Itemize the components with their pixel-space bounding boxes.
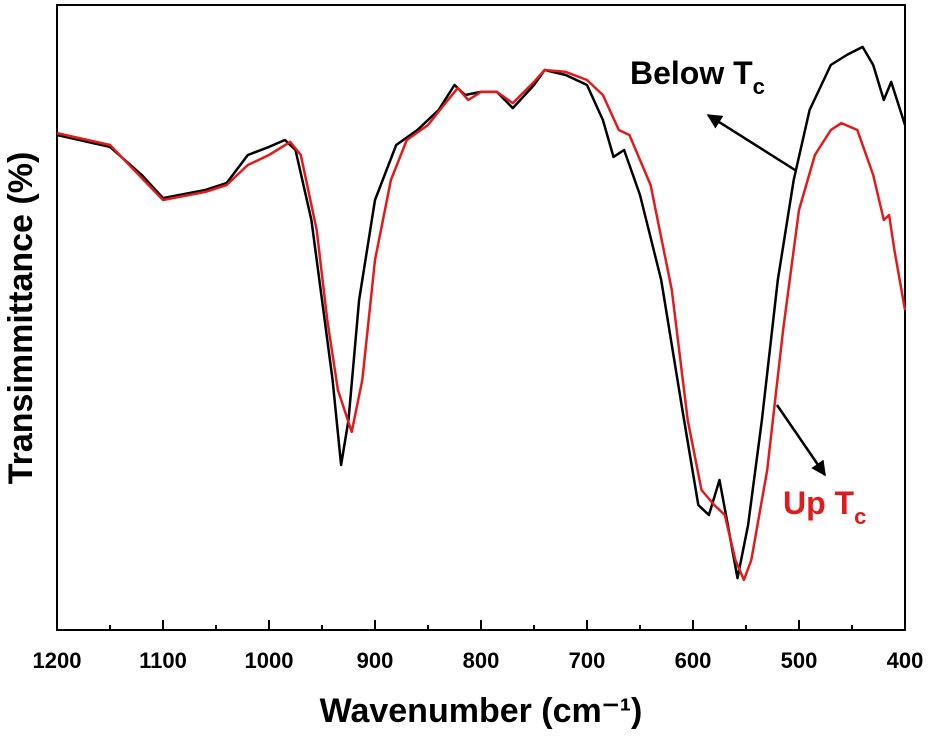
x-tick-label: 1100 bbox=[139, 648, 187, 673]
x-tick-label: 1000 bbox=[245, 648, 294, 673]
y-axis-label: Transimmittance (%) bbox=[2, 152, 40, 485]
arrow bbox=[706, 113, 796, 172]
annotation-subscript: c bbox=[753, 74, 765, 99]
x-tick-label: 1200 bbox=[33, 648, 82, 673]
annotation: Below Tc bbox=[630, 55, 765, 99]
annotation-text: Below T bbox=[630, 55, 753, 91]
x-tick-label: 700 bbox=[569, 648, 606, 673]
plot-frame bbox=[56, 4, 906, 631]
x-tick-label: 400 bbox=[887, 648, 924, 673]
x-tick-label: 600 bbox=[675, 648, 712, 673]
x-axis-label: Wavenumber (cm⁻¹) bbox=[320, 692, 643, 730]
annotation: Up Tc bbox=[783, 485, 866, 529]
series-line bbox=[56, 45, 907, 580]
arrow bbox=[775, 404, 827, 477]
x-tick-label: 900 bbox=[357, 648, 394, 673]
annotation-subscript: c bbox=[854, 504, 866, 529]
x-tick-label: 800 bbox=[463, 648, 500, 673]
series-line bbox=[56, 68, 907, 582]
annotation-text: Up T bbox=[783, 485, 855, 521]
x-tick-label: 500 bbox=[781, 648, 818, 673]
